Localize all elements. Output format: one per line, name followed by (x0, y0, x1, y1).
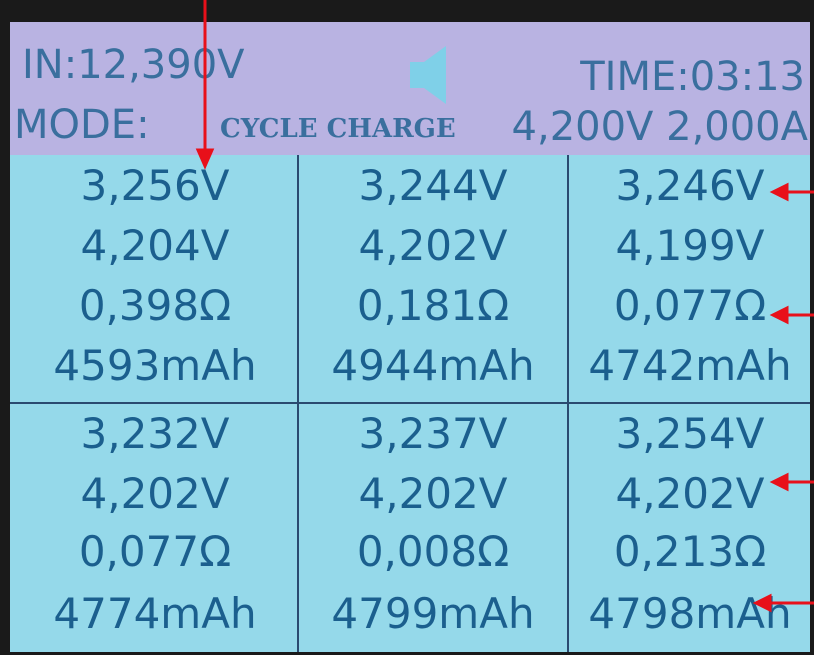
cell-reading: 0,077Ω (614, 281, 766, 330)
cell-reading: 4944mAh (331, 341, 534, 390)
cell-reading: 4,199V (616, 221, 765, 270)
cell-reading: 0,181Ω (357, 281, 509, 330)
cell-reading: 4,202V (616, 469, 765, 518)
cell-reading: 4742mAh (588, 341, 791, 390)
cell-reading: 4799mAh (331, 589, 534, 638)
time: TIME:03:13 (579, 54, 805, 100)
input-voltage: IN:12,390V (22, 42, 245, 88)
cell-reading: 3,256V (81, 161, 230, 210)
mode: CYCLE CHARGE (220, 114, 456, 144)
cell-reading: 4593mAh (53, 341, 256, 390)
screen: IN:12,390V TIME:03:13 MODE: CYCLE CHARGE… (0, 0, 814, 655)
cell-reading: 3,244V (359, 161, 508, 210)
cell-reading: 3,237V (359, 409, 508, 458)
cell-reading: 0,008Ω (357, 527, 509, 576)
cell-reading: 4798mAh (588, 589, 791, 638)
page: IN:12,390V TIME:03:13 MODE: CYCLE CHARGE… (0, 0, 814, 655)
cell-reading: 4,202V (359, 221, 508, 270)
setpoint: 4,200V 2,000A (512, 104, 809, 150)
cell-reading: 4,202V (81, 469, 230, 518)
cell-reading: 3,232V (81, 409, 230, 458)
cell-reading: 4774mAh (53, 589, 256, 638)
cell-reading: 3,246V (616, 161, 765, 210)
cell-reading: 4,202V (359, 469, 508, 518)
mode-label: MODE: (14, 102, 150, 148)
cell-reading: 3,254V (616, 409, 765, 458)
cell-reading: 0,398Ω (79, 281, 231, 330)
cell-reading: 4,204V (81, 221, 230, 270)
cell-reading: 0,213Ω (614, 527, 766, 576)
cell-reading: 0,077Ω (79, 527, 231, 576)
